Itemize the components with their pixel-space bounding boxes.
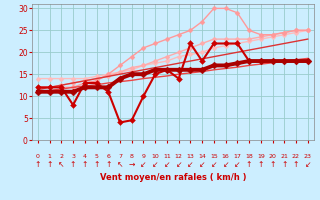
Text: ↙: ↙ [199,160,205,169]
Text: ↑: ↑ [35,160,41,169]
Text: ↑: ↑ [46,160,53,169]
Text: ↑: ↑ [258,160,264,169]
Text: ↙: ↙ [164,160,170,169]
Text: ↑: ↑ [70,160,76,169]
Text: ↙: ↙ [187,160,194,169]
X-axis label: Vent moyen/en rafales ( km/h ): Vent moyen/en rafales ( km/h ) [100,173,246,182]
Text: ↑: ↑ [281,160,287,169]
Text: ↑: ↑ [246,160,252,169]
Text: ↙: ↙ [305,160,311,169]
Text: ↙: ↙ [152,160,158,169]
Text: ↑: ↑ [105,160,111,169]
Text: ↑: ↑ [293,160,299,169]
Text: ↙: ↙ [140,160,147,169]
Text: →: → [129,160,135,169]
Text: ↙: ↙ [222,160,229,169]
Text: ↑: ↑ [93,160,100,169]
Text: ↙: ↙ [234,160,241,169]
Text: ↑: ↑ [269,160,276,169]
Text: ↑: ↑ [82,160,88,169]
Text: ↖: ↖ [58,160,65,169]
Text: ↖: ↖ [117,160,123,169]
Text: ↙: ↙ [175,160,182,169]
Text: ↙: ↙ [211,160,217,169]
